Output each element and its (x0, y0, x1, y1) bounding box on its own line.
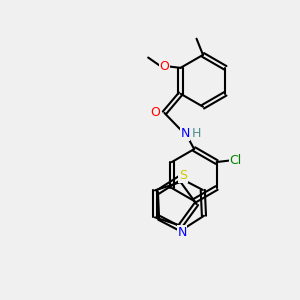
Text: N: N (180, 127, 190, 140)
Text: Cl: Cl (230, 154, 242, 167)
Text: O: O (150, 106, 160, 119)
Text: O: O (159, 60, 169, 73)
Text: H: H (191, 127, 201, 140)
Text: N: N (177, 226, 187, 239)
Text: S: S (179, 169, 187, 182)
